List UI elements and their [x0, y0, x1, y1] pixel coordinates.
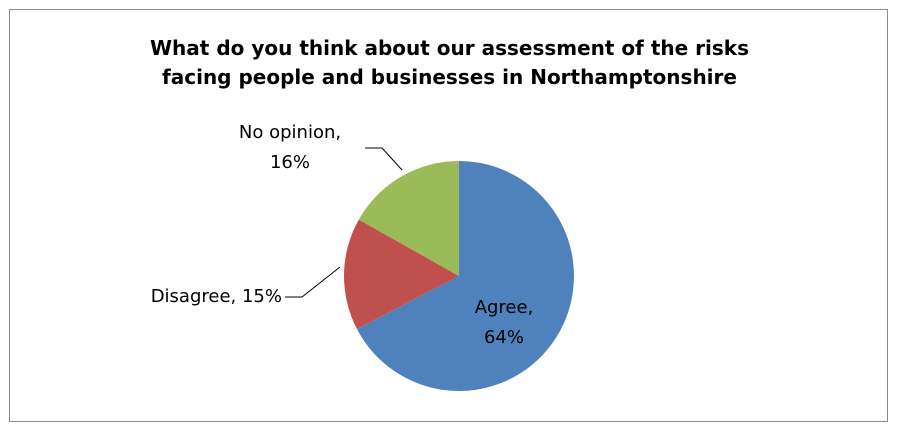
- slice-label-no-opinion: No opinion, 16%: [239, 122, 341, 173]
- slice-label-agree: Agree, 64%: [475, 297, 534, 348]
- chart-title-line-2: facing people and businesses in Northamp…: [162, 65, 737, 89]
- chart-title-line-1: What do you think about our assessment o…: [150, 36, 749, 60]
- slice-label-disagree: Disagree, 15%: [151, 286, 282, 307]
- slice-labels: Agree, 64% Disagree, 15% No opinion, 16%: [151, 122, 534, 348]
- pie-slice-no-opinion: [358, 161, 459, 276]
- leader-lines: [285, 147, 403, 298]
- pie-slice-disagree: [344, 219, 459, 330]
- pie-slice-agree: [356, 161, 575, 391]
- pie-slices: [344, 161, 575, 391]
- leader-line-no-opinion: [365, 147, 403, 171]
- leader-line-disagree: [285, 266, 341, 298]
- chart-title: What do you think about our assessment o…: [0, 34, 899, 92]
